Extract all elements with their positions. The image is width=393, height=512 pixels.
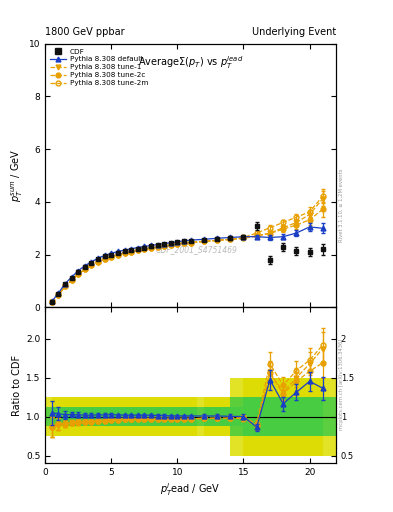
X-axis label: $p_T^{l}$ead / GeV: $p_T^{l}$ead / GeV: [160, 481, 221, 498]
Text: 1800 GeV ppbar: 1800 GeV ppbar: [45, 27, 125, 37]
Y-axis label: Ratio to CDF: Ratio to CDF: [12, 355, 22, 416]
Legend: CDF, Pythia 8.308 default, Pythia 8.308 tune-1, Pythia 8.308 tune-2c, Pythia 8.3: CDF, Pythia 8.308 default, Pythia 8.308 …: [49, 47, 150, 88]
Text: Underlying Event: Underlying Event: [252, 27, 336, 37]
Text: mcplots.cern.ch [arXiv:1306.3436]: mcplots.cern.ch [arXiv:1306.3436]: [339, 338, 344, 430]
Y-axis label: $p_T^{sum}$ / GeV: $p_T^{sum}$ / GeV: [9, 149, 25, 202]
Text: Rivet 3.1.10, ≥ 1.2M events: Rivet 3.1.10, ≥ 1.2M events: [339, 168, 344, 242]
Text: Average$\Sigma$($p_T$) vs $p_T^{lead}$: Average$\Sigma$($p_T$) vs $p_T^{lead}$: [138, 54, 243, 71]
Text: CDF_2001_S4751469: CDF_2001_S4751469: [156, 245, 237, 254]
